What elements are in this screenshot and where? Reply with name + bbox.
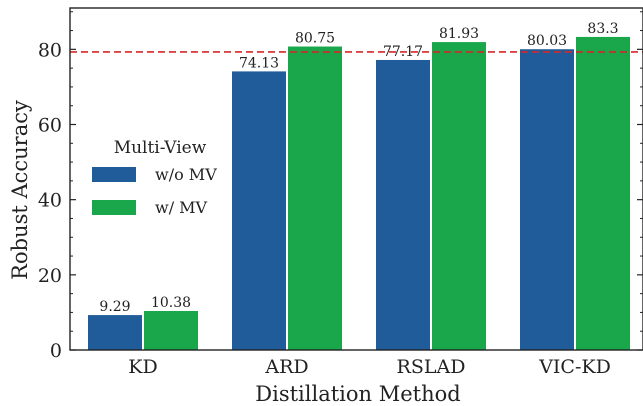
- bar-wo-mv: [376, 59, 430, 351]
- plot-frame: [69, 7, 643, 351]
- x-tick-label: KD: [128, 356, 157, 378]
- bar-wo-mv: [232, 71, 286, 350]
- x-ticks: KD ARD RSLAD VIC-KD: [128, 356, 611, 378]
- bar-value-label: 9.29: [99, 299, 130, 315]
- y-ticks: 0 20 40 60 80: [38, 11, 643, 362]
- y-tick-label: 80: [38, 39, 62, 61]
- x-axis-label: Distillation Method: [255, 382, 460, 406]
- bar-w-mv: [432, 42, 486, 351]
- legend: Multi-View w/o MV w/ MV: [92, 138, 217, 217]
- bar-value-label: 80.03: [527, 33, 567, 49]
- y-axis-label: Robust Accuracy: [8, 100, 32, 280]
- bar-wo-mv: [520, 49, 574, 351]
- legend-title: Multi-View: [114, 138, 207, 158]
- bar-value-label: 83.3: [587, 21, 618, 37]
- bar-w-mv: [144, 310, 198, 350]
- y-tick-label: 40: [38, 190, 62, 212]
- legend-label-wo-mv: w/o MV: [155, 165, 217, 184]
- bar-value-label: 81.93: [439, 26, 479, 42]
- x-tick-label: VIC-KD: [538, 356, 611, 378]
- y-tick-label: 0: [50, 340, 62, 362]
- bars: [88, 36, 630, 351]
- bar-value-label: 80.75: [295, 31, 335, 47]
- x-tick-label: RSLAD: [397, 356, 466, 378]
- legend-swatch-wo-mv: [92, 167, 136, 182]
- x-tick-label: ARD: [264, 356, 308, 378]
- bar-value-label: 74.13: [239, 55, 279, 71]
- legend-label-w-mv: w/ MV: [155, 198, 208, 217]
- y-tick-label: 20: [38, 265, 62, 287]
- bar-value-label: 10.38: [151, 295, 191, 311]
- y-tick-label: 60: [38, 115, 62, 137]
- bar-w-mv: [576, 36, 630, 350]
- bar-wo-mv: [88, 315, 142, 350]
- bar-w-mv: [288, 46, 342, 351]
- legend-swatch-w-mv: [92, 200, 136, 215]
